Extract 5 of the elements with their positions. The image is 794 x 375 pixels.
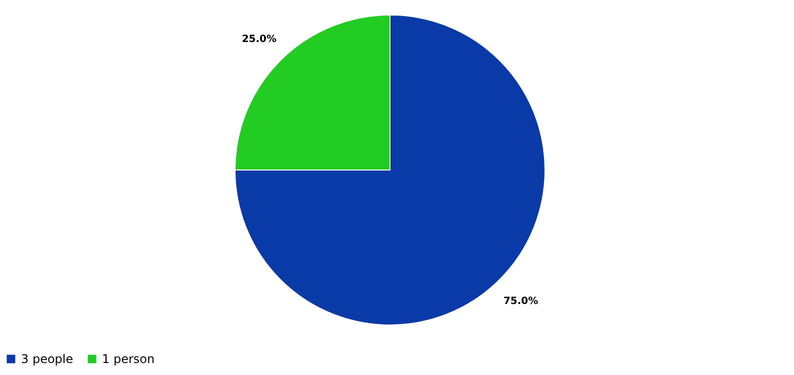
data-label: 75.0%: [503, 296, 538, 307]
pie-slice: [234, 14, 546, 326]
legend-label: 3 people: [21, 352, 74, 366]
legend-label: 1 person: [102, 352, 155, 366]
data-label: 25.0%: [242, 34, 277, 46]
